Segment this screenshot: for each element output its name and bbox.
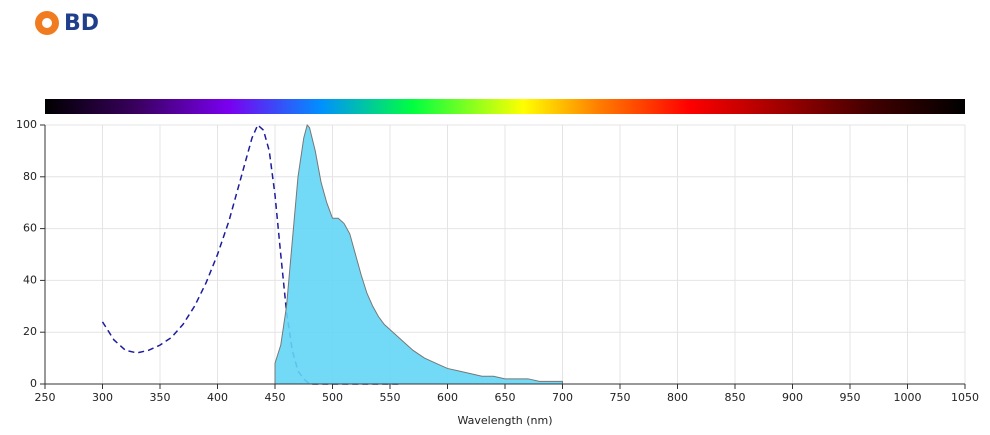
x-tick-label: 300 (92, 391, 113, 404)
y-tick-label: 0 (30, 377, 37, 390)
x-tick-label: 500 (322, 391, 343, 404)
y-tick-label: 40 (23, 273, 37, 286)
y-tick-label: 80 (23, 170, 37, 183)
x-tick-label: 400 (207, 391, 228, 404)
x-tick-label: 800 (667, 391, 688, 404)
x-tick-label: 750 (610, 391, 631, 404)
x-tick-label: 700 (552, 391, 573, 404)
spectrum-bar (45, 99, 965, 114)
logo-text: BD (64, 11, 99, 36)
y-tick-label: 20 (23, 325, 37, 338)
x-tick-label: 450 (265, 391, 286, 404)
x-tick-label: 550 (380, 391, 401, 404)
x-tick-label: 1050 (951, 391, 979, 404)
x-tick-label: 850 (725, 391, 746, 404)
x-axis-label: Wavelength (nm) (457, 414, 552, 427)
x-tick-label: 600 (437, 391, 458, 404)
x-tick-label: 250 (35, 391, 56, 404)
x-tick-label: 900 (782, 391, 803, 404)
excitation-line (101, 123, 402, 385)
x-tick-label: 350 (150, 391, 171, 404)
x-tick-label: 1000 (894, 391, 922, 404)
logo-icon (35, 11, 59, 35)
y-tick-label: 100 (16, 118, 37, 131)
x-tick-label: 950 (840, 391, 861, 404)
y-tick-label: 60 (23, 222, 37, 235)
emission-area (274, 123, 563, 385)
x-tick-label: 650 (495, 391, 516, 404)
